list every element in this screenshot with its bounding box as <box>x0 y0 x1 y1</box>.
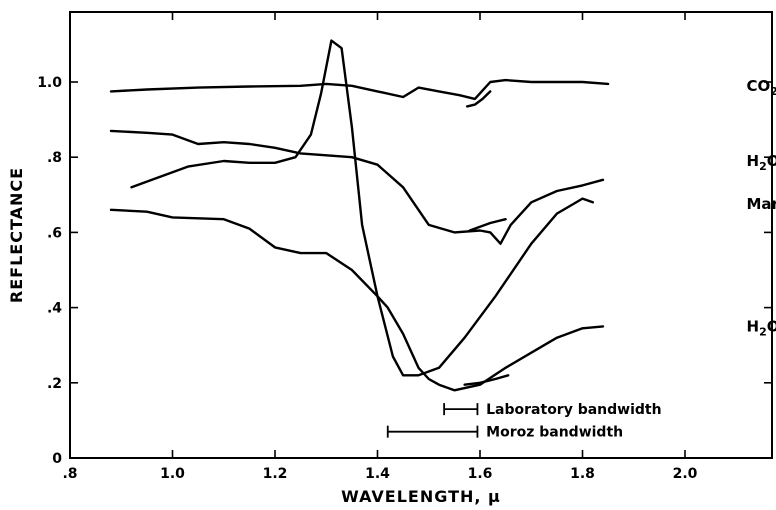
x-tick-label: 1.4 <box>365 466 390 482</box>
x-tick-label: 1.8 <box>570 466 595 482</box>
series-label: Mars cap/center <box>747 195 776 213</box>
y-axis-label: REFLECTANCE <box>7 167 26 303</box>
series-labels: CO2,s=500to 3000μH2O,s=10μMars cap/cente… <box>747 77 776 339</box>
x-tick-label: 1.2 <box>263 466 288 482</box>
series-line-segment <box>466 90 492 108</box>
series-label: CO2,s=500to 3000μ <box>747 77 776 98</box>
x-tick-label: 2.0 <box>673 466 698 482</box>
series-line <box>109 78 610 101</box>
series-label-subscript: 2 <box>759 160 767 173</box>
y-tick-label: .6 <box>47 225 62 241</box>
series-line <box>109 129 605 245</box>
x-tick-label: 1.6 <box>468 466 493 482</box>
series-label-main: H <box>747 152 760 170</box>
series-label-subscript: 2 <box>759 325 767 338</box>
series-label-main: Mars cap/center <box>747 195 776 213</box>
bandwidth-label: Laboratory bandwidth <box>486 402 661 418</box>
series-line-segment <box>468 218 507 232</box>
series-line-segment <box>463 374 510 386</box>
series-label: H2O,s=100μ <box>747 317 776 338</box>
y-tick-label: .2 <box>47 376 62 392</box>
y-tick-label: 0 <box>52 451 62 467</box>
axis-ticks: .8 1.0 1.2 1.4 1.6 1.8 2.0 0 .2 .4 .6 .8 1.0 <box>37 12 772 482</box>
y-tick-label: .4 <box>47 301 62 317</box>
plot-frame <box>69 11 773 459</box>
series-label-rest: O,s=10μ <box>767 152 776 170</box>
bandwidth-label: Moroz bandwidth <box>486 425 623 441</box>
y-tick-label: .8 <box>47 150 62 166</box>
series-label-rest: O,s=100μ <box>767 317 776 335</box>
y-tick-label: 1.0 <box>37 75 62 91</box>
series-line <box>130 39 594 377</box>
series-label: H2O,s=10μ <box>747 152 776 173</box>
series-label-main: CO <box>747 77 771 95</box>
x-axis-label: WAVELENGTH, μ <box>341 487 501 506</box>
x-tick-label: .8 <box>62 466 77 482</box>
series-curves <box>109 39 610 392</box>
bandwidth-annotations: Laboratory bandwidth Moroz bandwidth <box>386 402 662 441</box>
series-line <box>109 208 605 392</box>
x-tick-label: 1.0 <box>160 466 185 482</box>
series-label-subscript: 2 <box>770 85 776 98</box>
series-label-main: H <box>747 317 760 335</box>
